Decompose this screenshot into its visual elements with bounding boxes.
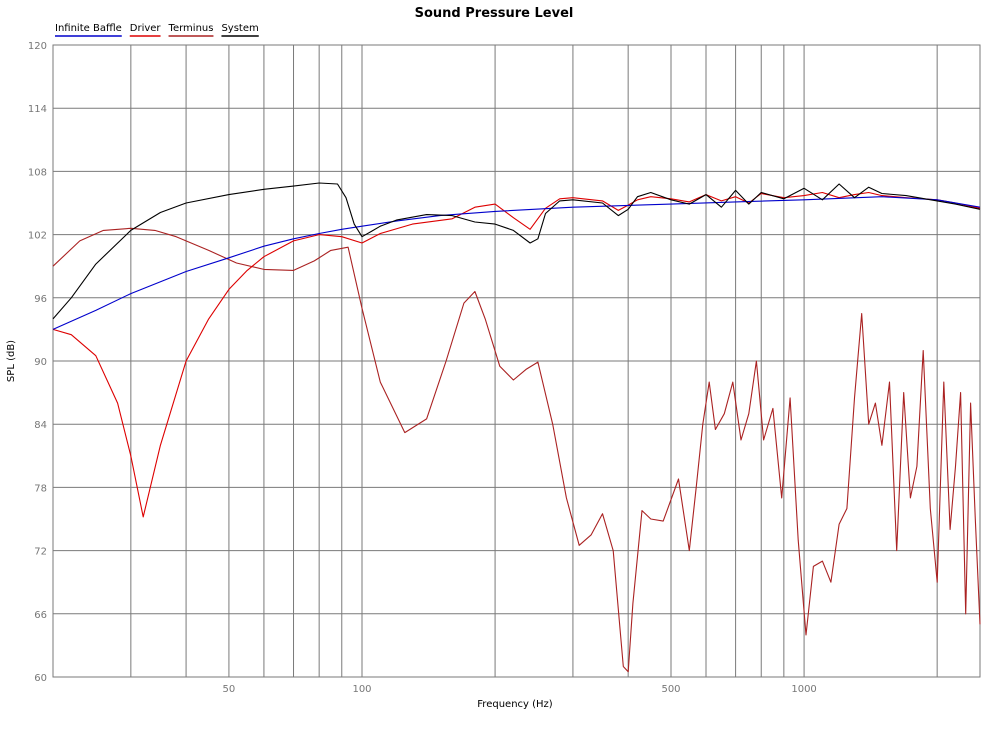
y-tick-label: 108 <box>28 167 47 178</box>
y-tick-label: 72 <box>34 547 47 558</box>
legend-label: Driver <box>130 23 162 34</box>
y-tick-label: 120 <box>28 41 47 52</box>
grid-lines <box>52 44 981 678</box>
y-tick-label: 90 <box>34 357 47 368</box>
plot-frame <box>52 44 981 678</box>
x-axis-label: Frequency (Hz) <box>477 699 553 710</box>
series-line-driver <box>52 191 981 518</box>
series-lines <box>52 182 981 673</box>
y-tick-label: 102 <box>28 231 47 242</box>
series-line-terminus <box>52 227 981 673</box>
series-line-infinite-baffle <box>52 196 981 330</box>
x-tick-label: 500 <box>661 684 680 695</box>
y-tick-label: 60 <box>34 673 47 684</box>
chart-title: Sound Pressure Level <box>415 6 574 21</box>
y-tick-labels: 60 66 72 78 84 90 96 102 108 114 120 <box>28 41 47 684</box>
x-tick-label: 100 <box>352 684 371 695</box>
y-tick-label: 84 <box>34 420 47 431</box>
chart-legend: Infinite Baffle Driver Terminus System <box>55 23 259 37</box>
series-line-system <box>52 182 981 320</box>
y-tick-label: 96 <box>34 294 47 305</box>
y-tick-label: 66 <box>34 610 47 621</box>
legend-label: Infinite Baffle <box>55 23 122 34</box>
legend-label: Terminus <box>168 23 214 34</box>
x-tick-labels: 50 100 500 1000 <box>223 684 817 695</box>
y-axis-label: SPL (dB) <box>6 340 17 382</box>
x-tick-label: 1000 <box>791 684 816 695</box>
y-tick-label: 78 <box>34 483 47 494</box>
y-tick-label: 114 <box>28 104 47 115</box>
x-tick-label: 50 <box>223 684 236 695</box>
legend-label: System <box>221 23 258 34</box>
